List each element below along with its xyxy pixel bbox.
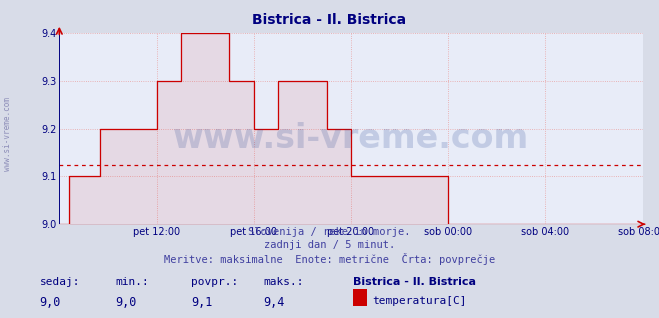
Text: 9,4: 9,4 (264, 296, 285, 309)
Text: 9,0: 9,0 (40, 296, 61, 309)
Text: sedaj:: sedaj: (40, 277, 80, 287)
Text: Slovenija / reke in morje.: Slovenija / reke in morje. (248, 227, 411, 237)
Text: zadnji dan / 5 minut.: zadnji dan / 5 minut. (264, 240, 395, 250)
Text: 9,0: 9,0 (115, 296, 136, 309)
Text: temperatura[C]: temperatura[C] (372, 296, 467, 306)
Text: 9,1: 9,1 (191, 296, 212, 309)
Text: Bistrica - Il. Bistrica: Bistrica - Il. Bistrica (353, 277, 476, 287)
Text: maks.:: maks.: (264, 277, 304, 287)
Text: www.si-vreme.com: www.si-vreme.com (173, 122, 529, 155)
Text: min.:: min.: (115, 277, 149, 287)
Text: www.si-vreme.com: www.si-vreme.com (3, 97, 13, 170)
Text: Meritve: maksimalne  Enote: metrične  Črta: povprečje: Meritve: maksimalne Enote: metrične Črta… (164, 253, 495, 265)
Text: Bistrica - Il. Bistrica: Bistrica - Il. Bistrica (252, 13, 407, 27)
Text: povpr.:: povpr.: (191, 277, 239, 287)
